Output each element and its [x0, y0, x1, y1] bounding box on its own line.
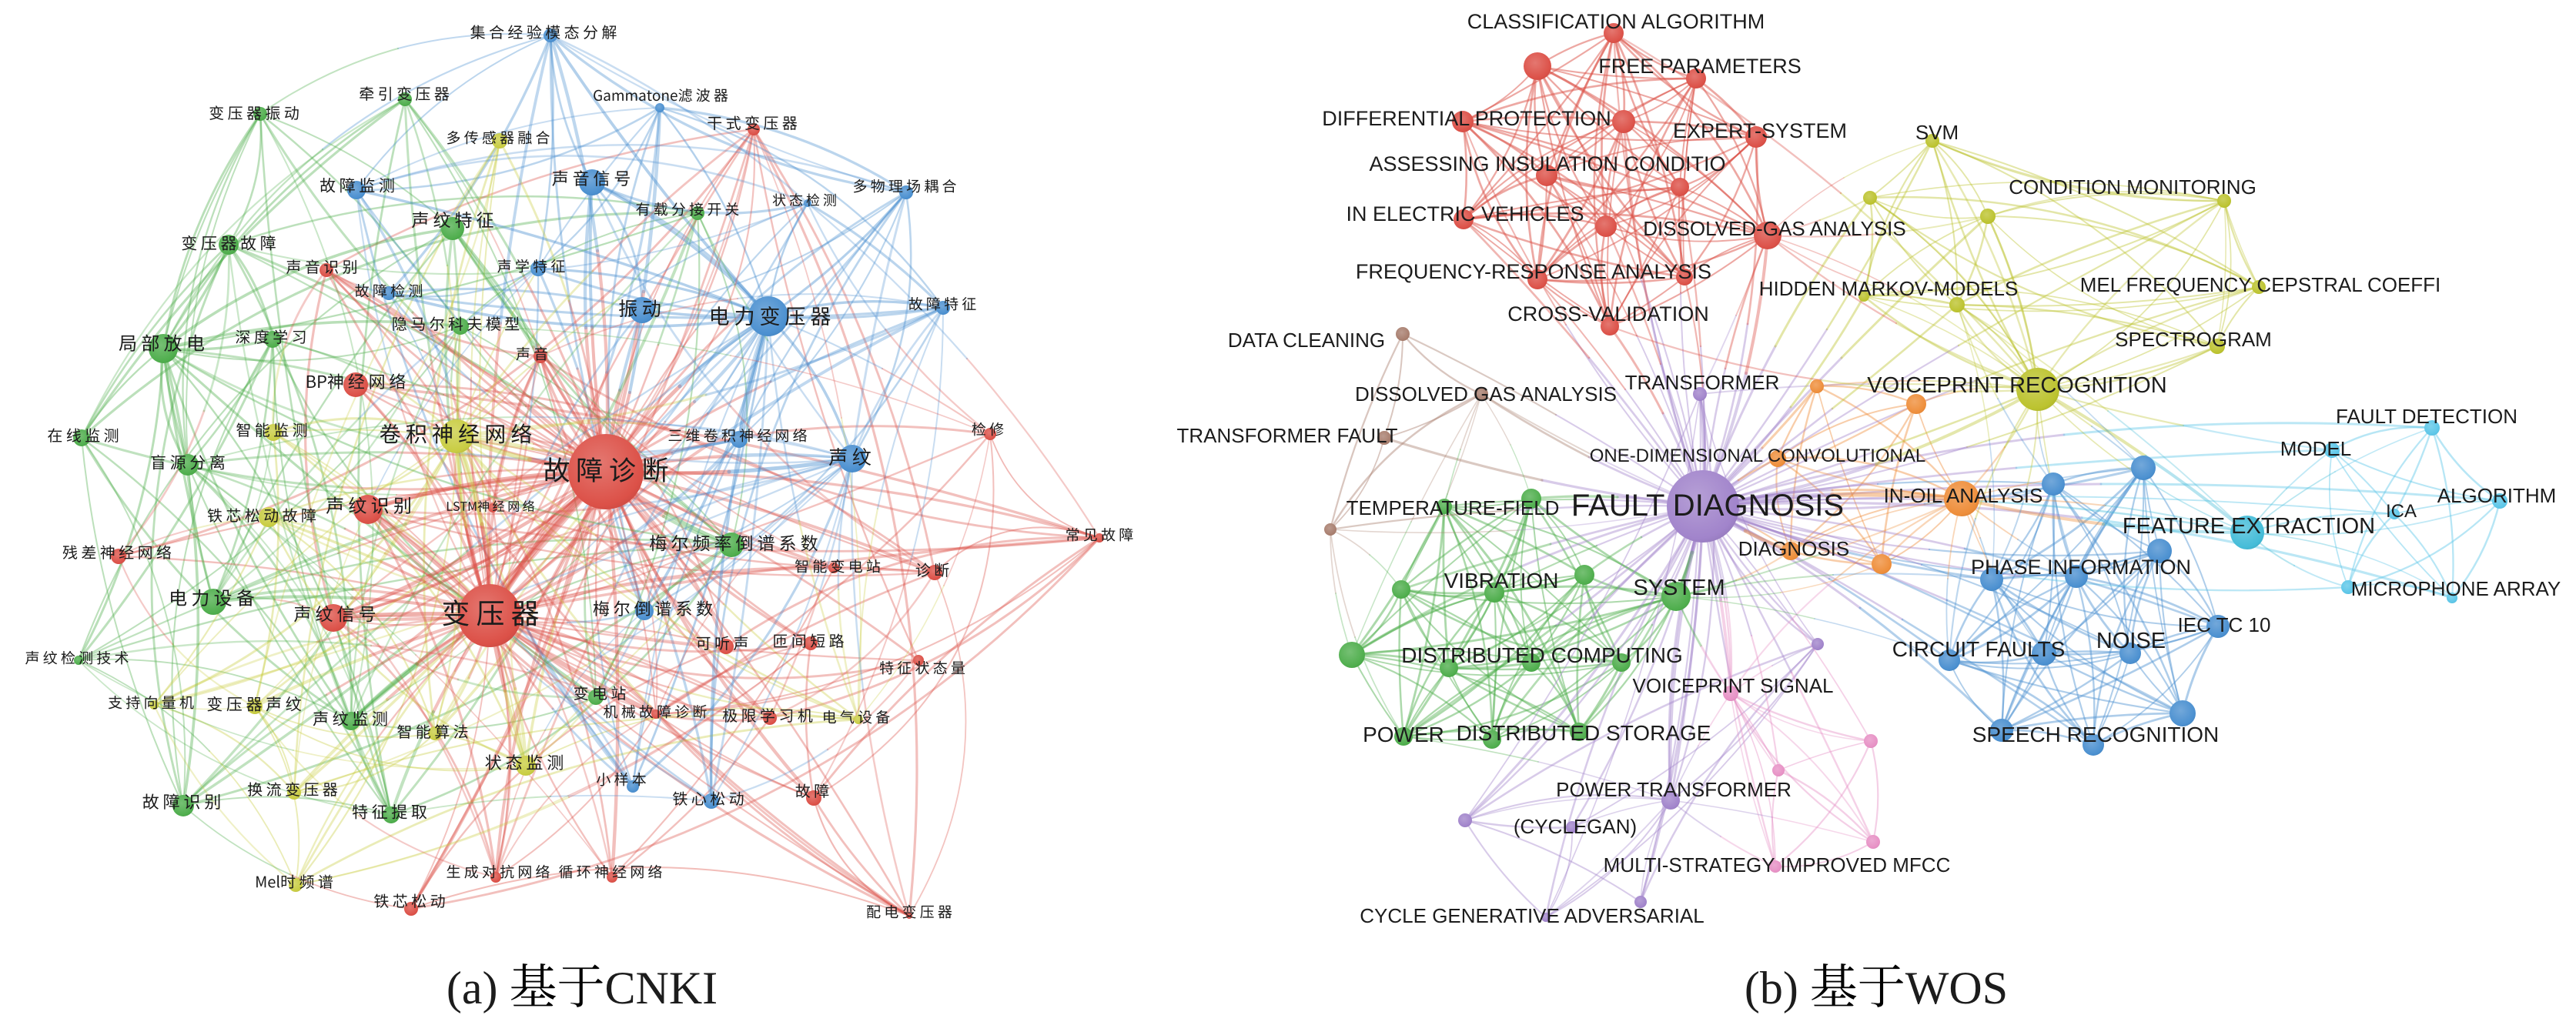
svg-text:MULTI-STRATEGY IMPROVED MFCC: MULTI-STRATEGY IMPROVED MFCC — [1604, 853, 1951, 876]
svg-text:FREE PARAMETERS: FREE PARAMETERS — [1598, 55, 1802, 78]
svg-text:TRANSFORMER FAULT: TRANSFORMER FAULT — [1177, 424, 1398, 447]
svg-text:DIAGNOSIS: DIAGNOSIS — [1738, 537, 1849, 560]
svg-text:DISSOLVED-GAS ANALYSIS: DISSOLVED-GAS ANALYSIS — [1643, 217, 1906, 240]
svg-text:POWER: POWER — [1363, 723, 1444, 746]
svg-text:IN-OIL ANALYSIS: IN-OIL ANALYSIS — [1884, 484, 2043, 507]
svg-text:VOICEPRINT RECOGNITION: VOICEPRINT RECOGNITION — [1867, 373, 2166, 398]
svg-text:FAULT DIAGNOSIS: FAULT DIAGNOSIS — [1571, 489, 1844, 523]
svg-text:CIRCUIT FAULTS: CIRCUIT FAULTS — [1892, 637, 2066, 661]
svg-text:SPEECH RECOGNITION: SPEECH RECOGNITION — [1972, 723, 2219, 746]
svg-text:IN ELECTRIC VEHICLES: IN ELECTRIC VEHICLES — [1346, 202, 1584, 225]
svg-text:WOS: WOS — [1905, 963, 2008, 1013]
svg-text:SYSTEM: SYSTEM — [1633, 576, 1725, 600]
svg-text:TRANSFORMER: TRANSFORMER — [1625, 371, 1780, 394]
svg-text:(b): (b) — [1745, 963, 1798, 1013]
svg-text:DISSOLVED GAS ANALYSIS: DISSOLVED GAS ANALYSIS — [1355, 382, 1617, 406]
svg-text:DIFFERENTIAL PROTECTION: DIFFERENTIAL PROTECTION — [1322, 107, 1611, 130]
svg-text:POWER TRANSFORMER: POWER TRANSFORMER — [1556, 778, 1791, 801]
svg-text:CONDITION MONITORING: CONDITION MONITORING — [2009, 175, 2257, 199]
svg-text:VOICEPRINT SIGNAL: VOICEPRINT SIGNAL — [1632, 674, 1833, 697]
svg-text:SPECTROGRAM: SPECTROGRAM — [2115, 328, 2272, 351]
svg-text:MICROPHONE ARRAY: MICROPHONE ARRAY — [2351, 577, 2561, 600]
svg-text:NOISE: NOISE — [2096, 629, 2166, 653]
svg-text:CROSS-VALIDATION: CROSS-VALIDATION — [1507, 302, 1709, 326]
svg-text:ONE-DIMENSIONAL CONVOLUTIONAL: ONE-DIMENSIONAL CONVOLUTIONAL — [1590, 446, 1926, 466]
svg-text:ICA: ICA — [2386, 501, 2417, 522]
svg-text:FREQUENCY-RESPONSE ANALYSIS: FREQUENCY-RESPONSE ANALYSIS — [1356, 260, 1711, 283]
svg-text:CYCLE GENERATIVE ADVERSARIAL: CYCLE GENERATIVE ADVERSARIAL — [1360, 904, 1704, 927]
svg-text:ALGORITHM: ALGORITHM — [2437, 484, 2557, 507]
svg-text:CNKI: CNKI — [605, 963, 718, 1013]
svg-text:FEATURE EXTRACTION: FEATURE EXTRACTION — [2123, 514, 2375, 539]
svg-text:DATA CLEANING: DATA CLEANING — [1228, 329, 1385, 352]
svg-text:SVM: SVM — [1915, 121, 1959, 144]
svg-text:HIDDEN MARKOV-MODELS: HIDDEN MARKOV-MODELS — [1759, 277, 2019, 300]
svg-text:IEC TC 10: IEC TC 10 — [2178, 613, 2271, 636]
svg-text:CLASSIFICATION ALGORITHM: CLASSIFICATION ALGORITHM — [1467, 10, 1765, 33]
svg-text:MODEL: MODEL — [2280, 437, 2351, 460]
svg-text:(CYCLEGAN): (CYCLEGAN) — [1514, 815, 1637, 838]
svg-text:FAULT DETECTION: FAULT DETECTION — [2336, 405, 2517, 428]
svg-text:ASSESSING INSULATION CONDITIO: ASSESSING INSULATION CONDITIO — [1369, 152, 1725, 175]
svg-text:DISTRIBUTED COMPUTING: DISTRIBUTED COMPUTING — [1401, 643, 1683, 667]
svg-text:TEMPERATURE-FIELD: TEMPERATURE-FIELD — [1347, 496, 1560, 519]
svg-text:MEL FREQUENCY CEPSTRAL COEFFI: MEL FREQUENCY CEPSTRAL COEFFI — [2080, 273, 2441, 296]
svg-text:PHASE INFORMATION: PHASE INFORMATION — [1971, 556, 2191, 579]
svg-text:(a): (a) — [447, 963, 498, 1013]
svg-text:VIBRATION: VIBRATION — [1444, 569, 1559, 593]
svg-text:DISTRIBUTED STORAGE: DISTRIBUTED STORAGE — [1457, 721, 1711, 745]
svg-text:EXPERT-SYSTEM: EXPERT-SYSTEM — [1673, 119, 1847, 142]
